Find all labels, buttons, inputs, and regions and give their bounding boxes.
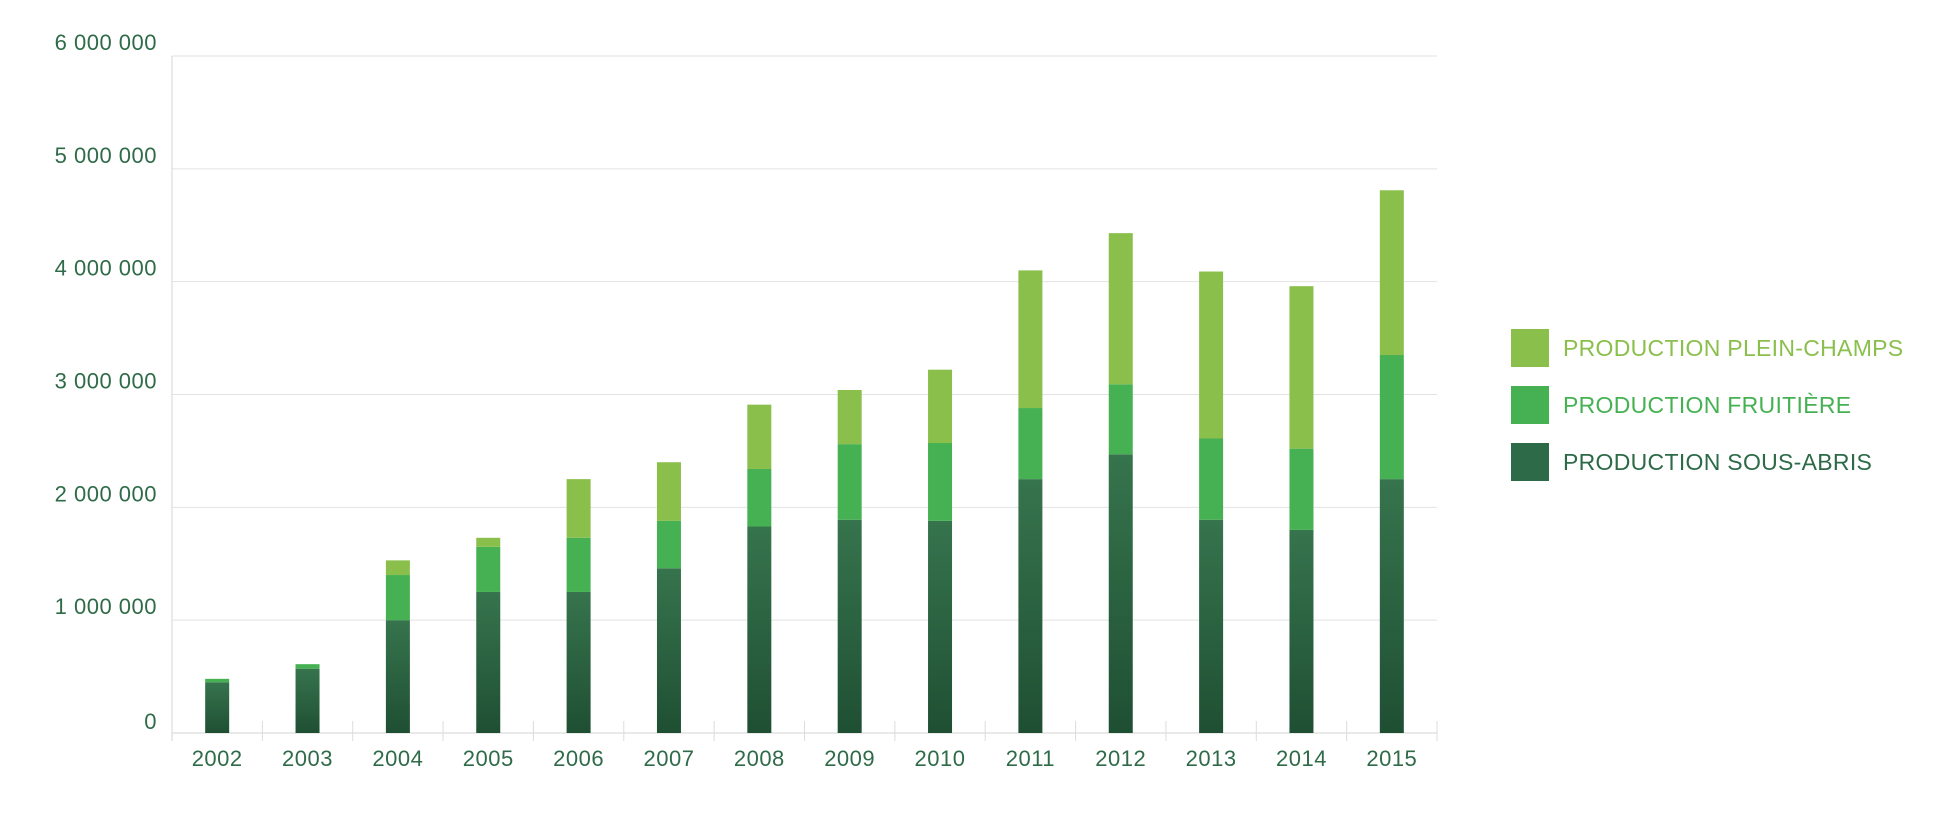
gridlines: [172, 55, 1437, 621]
bar-segment-production-sous-abris: [837, 519, 862, 733]
bar-segment-production-plein-champs: [1289, 286, 1314, 449]
bar-segment-production-sous-abris: [476, 591, 501, 733]
bar-segment-production-plein-champs: [476, 537, 501, 547]
x-tick-label: 2007: [643, 746, 694, 771]
y-tick-label: 6 000 000: [55, 30, 157, 55]
bar-segment-production-fruiti-re: [1199, 438, 1224, 520]
bar-segment-production-plein-champs: [656, 462, 681, 521]
bar-segment-production-fruiti-re: [928, 443, 953, 521]
x-tick-label: 2009: [824, 746, 875, 771]
y-tick-label: 3 000 000: [55, 369, 157, 394]
bar-segment-production-plein-champs: [837, 389, 862, 445]
bar-segment-production-plein-champs: [928, 369, 953, 444]
axes: [171, 56, 1438, 741]
x-tick-label: 2012: [1095, 746, 1146, 771]
bar-segment-production-plein-champs: [1108, 233, 1133, 385]
bar-segment-production-plein-champs: [1379, 190, 1404, 356]
y-tick-label: 2 000 000: [55, 481, 157, 506]
legend-swatch: [1511, 329, 1549, 367]
x-tick-label: 2014: [1276, 746, 1327, 771]
legend: PRODUCTION PLEIN-CHAMPS PRODUCTION FRUITI…: [1511, 329, 1903, 481]
bar-segment-production-fruiti-re: [1379, 355, 1404, 480]
legend-swatch: [1511, 443, 1549, 481]
bar-segment-production-fruiti-re: [1289, 448, 1314, 530]
bar-segment-production-sous-abris: [747, 526, 772, 733]
x-tick-label: 2008: [734, 746, 785, 771]
x-tick-label: 2015: [1366, 746, 1417, 771]
bar-segment-production-plein-champs: [1018, 270, 1043, 409]
x-axis-tick-labels: 2002 2003 2004 2005 2006 2007 2008 2009 2010 2011…: [192, 746, 1417, 771]
bar-segment-production-fruiti-re: [385, 575, 410, 621]
bar-segment-production-sous-abris: [566, 591, 591, 733]
bar-segment-production-sous-abris: [656, 568, 681, 733]
y-tick-label: 0: [144, 709, 157, 734]
bar-segment-production-sous-abris: [928, 520, 953, 733]
bar-segment-production-sous-abris: [1108, 454, 1133, 733]
x-tick-label: 2005: [463, 746, 514, 771]
bar-segment-production-plein-champs: [1199, 271, 1224, 439]
legend-swatch: [1511, 386, 1549, 424]
bar-segment-production-fruiti-re: [1108, 384, 1133, 455]
bar-segment-production-plein-champs: [385, 560, 410, 576]
legend-label: PRODUCTION SOUS-ABRIS: [1563, 449, 1872, 475]
bar-segment-production-fruiti-re: [295, 664, 320, 669]
bar-segment-production-fruiti-re: [1018, 408, 1043, 480]
x-tick-label: 2003: [282, 746, 333, 771]
bar-segment-production-fruiti-re: [476, 546, 501, 592]
bar-segment-production-fruiti-re: [566, 537, 591, 592]
bar-segment-production-fruiti-re: [205, 678, 230, 683]
y-axis-tick-labels: 0 1 000 000 2 000 000 3 000 000 4 000 000 5 0…: [55, 30, 157, 734]
x-tick-label: 2010: [915, 746, 966, 771]
x-tick-label: 2006: [553, 746, 604, 771]
x-tick-label: 2013: [1186, 746, 1237, 771]
bar-segment-production-plein-champs: [566, 479, 591, 538]
x-tick-label: 2002: [192, 746, 243, 771]
y-tick-label: 1 000 000: [55, 594, 157, 619]
bar-segment-production-fruiti-re: [747, 468, 772, 527]
bar-segment-production-sous-abris: [1379, 479, 1404, 733]
x-tick-label: 2011: [1006, 746, 1055, 771]
bar-segment-production-fruiti-re: [837, 444, 862, 520]
y-tick-label: 4 000 000: [55, 256, 157, 281]
legend-label: PRODUCTION PLEIN-CHAMPS: [1563, 335, 1903, 361]
bar-segment-production-sous-abris: [205, 682, 230, 733]
legend-label: PRODUCTION FRUITIÈRE: [1563, 392, 1851, 418]
bar-segment-production-fruiti-re: [656, 520, 681, 569]
bar-segment-production-sous-abris: [1199, 519, 1224, 733]
bars: [205, 190, 1404, 733]
bar-segment-production-plein-champs: [747, 404, 772, 469]
y-tick-label: 5 000 000: [55, 143, 157, 168]
bar-segment-production-sous-abris: [1289, 529, 1314, 733]
bar-segment-production-sous-abris: [385, 620, 410, 733]
x-tick-label: 2004: [372, 746, 423, 771]
bar-segment-production-sous-abris: [295, 668, 320, 733]
bar-segment-production-sous-abris: [1018, 479, 1043, 733]
